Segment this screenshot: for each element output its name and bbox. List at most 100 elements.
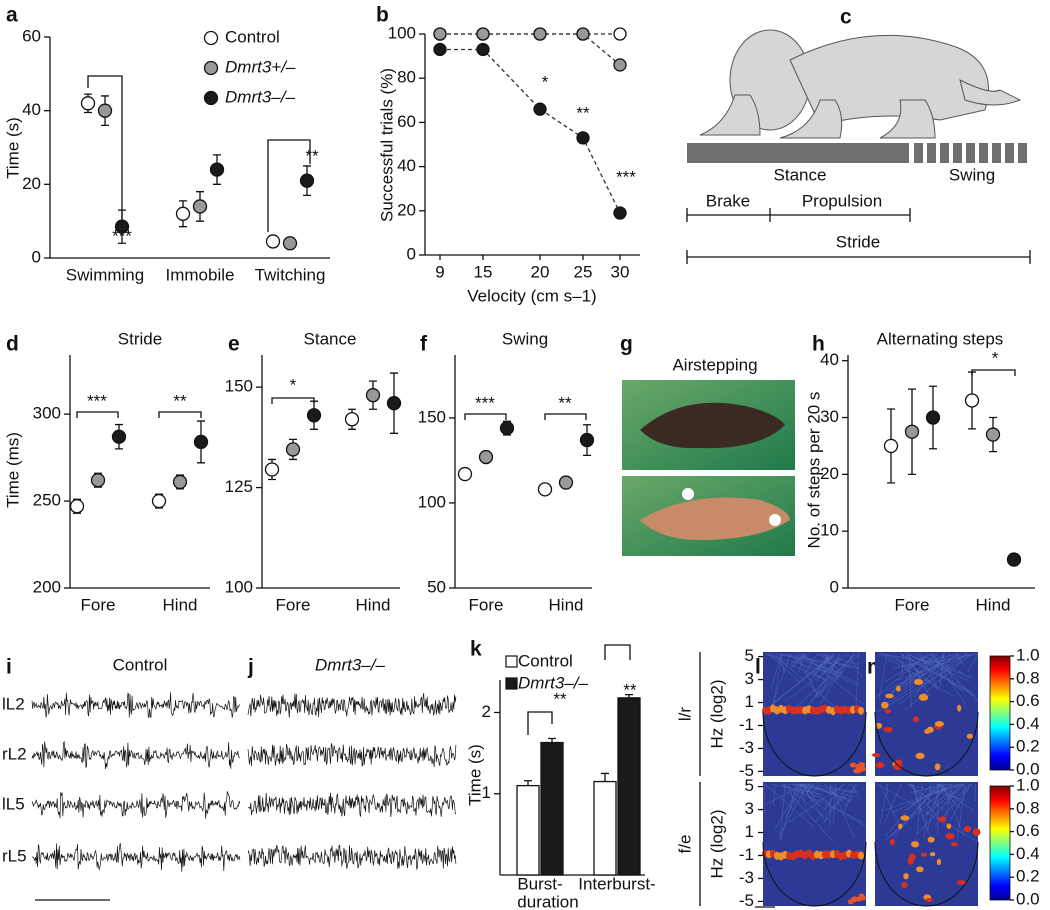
spectrogram-streak — [791, 653, 857, 711]
colorbar-tick-label: 0.4 — [1016, 714, 1040, 733]
spectrogram-streak — [803, 783, 813, 802]
emg-trace — [31, 741, 241, 770]
spectrogram-streak — [896, 653, 970, 681]
x-tick-label: Swimming — [66, 265, 144, 284]
y-tick-label: 2 — [482, 702, 491, 721]
y-axis-label: No. of steps per 20 s — [804, 392, 823, 549]
spectrogram-streak — [906, 653, 931, 697]
panel-letter: j — [247, 656, 254, 679]
spectrogram-streak — [790, 653, 811, 665]
y-tick-label: 20 — [397, 200, 416, 219]
legend-swatch — [505, 677, 518, 690]
panel-letter: a — [6, 4, 18, 27]
spectrogram-blob — [859, 762, 866, 768]
significance-label: ** — [623, 680, 637, 699]
y-axis-label: Successful trials (%) — [377, 68, 396, 222]
y-tick-label: 0 — [407, 244, 416, 263]
spectrogram-blob — [884, 709, 892, 714]
y-tick-label: 125 — [225, 477, 253, 496]
y-tick-label: 250 — [33, 491, 61, 510]
spectrogram-streak — [909, 783, 950, 794]
spectrogram-streak — [773, 653, 783, 702]
point — [264, 462, 280, 477]
significance-bracket — [971, 369, 1016, 376]
y-tick-label: 300 — [33, 404, 61, 423]
spectrogram-streak — [939, 653, 944, 686]
point — [386, 396, 402, 411]
x-tick-label: Interburst- — [578, 874, 655, 893]
y-tick-label: 100 — [388, 23, 416, 42]
spectrogram-streak — [773, 653, 839, 711]
spectrogram-streak — [907, 783, 967, 801]
spectrogram-blob — [896, 685, 901, 692]
spectrogram-streak — [792, 783, 827, 811]
spectrogram-blob — [881, 701, 889, 709]
series-line — [440, 48, 621, 214]
point — [209, 162, 225, 177]
significance-label: * — [992, 348, 999, 367]
x-tick-label: Burst- — [517, 874, 562, 893]
spectrogram-streak — [764, 783, 814, 828]
colorbar-tick-label: 0.4 — [1016, 844, 1040, 863]
panel-title: Control — [113, 655, 168, 674]
spectrogram-streak — [916, 783, 923, 834]
spectrogram-streak — [882, 653, 936, 701]
significance-bracket — [76, 411, 119, 418]
significance-label: ** — [173, 391, 187, 410]
spectrogram-blob — [945, 833, 955, 840]
significance-label: *** — [87, 391, 107, 410]
spectrogram-streak — [883, 783, 952, 842]
y-tick-label: 0 — [830, 577, 839, 596]
y-tick-label: 5 — [745, 646, 754, 665]
legend-label: Control — [225, 27, 280, 46]
spectrogram-blob — [956, 880, 966, 885]
emg-trace — [31, 692, 241, 719]
spectrogram-streak — [923, 783, 932, 839]
spectrogram-streak — [944, 783, 953, 821]
stance-bar — [687, 143, 909, 163]
x-tick-label: Twitching — [255, 265, 326, 284]
spectrogram-blob — [855, 767, 862, 773]
spectrogram-blob — [847, 899, 854, 905]
spectrogram-blob — [855, 896, 862, 902]
spectrogram-streak — [885, 783, 932, 836]
spectrogram-streak — [816, 653, 845, 667]
point — [282, 236, 298, 251]
spectrogram-streak — [900, 653, 973, 693]
spectrogram-streak — [917, 653, 964, 674]
x-tick-label: 15 — [474, 262, 493, 281]
spectrogram-streak — [800, 783, 826, 821]
spectrogram-streak — [879, 783, 899, 823]
spectrogram-streak — [773, 783, 776, 806]
chart-title: Stance — [304, 329, 357, 348]
row-label: f/e — [675, 835, 694, 854]
spectrogram-streak — [883, 653, 926, 676]
significance-bracket — [267, 139, 311, 232]
panel-letter: e — [228, 333, 240, 356]
colorbar-tick-label: 0.8 — [1016, 668, 1040, 687]
spectrogram-blob — [966, 733, 973, 739]
bar — [516, 784, 540, 876]
colorbar-tick-label: 0.6 — [1016, 821, 1040, 840]
x-tick-label: 30 — [611, 262, 630, 281]
spectrogram-streak — [934, 783, 961, 804]
x-tick-label: Immobile — [166, 265, 235, 284]
spectrogram-streak — [956, 653, 965, 667]
colorbar-tick-label: 0.0 — [1016, 759, 1040, 778]
spectrogram-streak — [766, 653, 833, 674]
emg-trace — [31, 791, 241, 819]
spectrogram-blob — [957, 704, 962, 712]
mouse-sketch — [699, 29, 1022, 139]
point — [883, 438, 899, 454]
point — [265, 234, 281, 249]
x-tick-label: 9 — [435, 262, 444, 281]
significance-bracket — [527, 711, 553, 735]
spectrogram-streak — [787, 653, 826, 682]
spectrogram-blob — [875, 722, 883, 729]
y-tick-label: -3 — [739, 868, 754, 887]
spectrogram-streak — [913, 653, 945, 698]
significance-bracket — [544, 413, 587, 420]
y-tick-label: 0 — [32, 247, 41, 266]
point — [365, 388, 381, 403]
